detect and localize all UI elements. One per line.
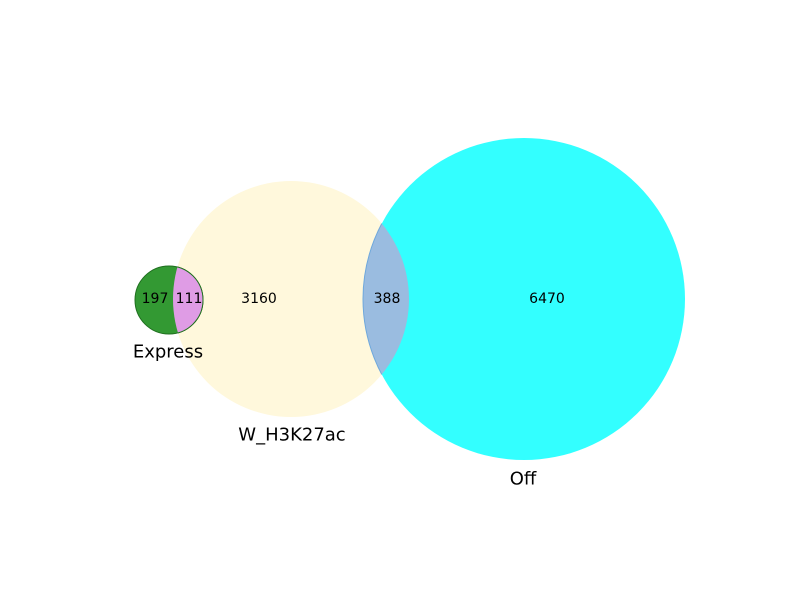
region-off-only <box>363 138 685 460</box>
overlap-outline <box>362 181 409 417</box>
region-express-w-h3k27ac-overlap <box>173 265 204 335</box>
set-label-express: Express <box>133 342 203 363</box>
count-label-off: 6470 <box>529 291 565 307</box>
count-label-express-w-h3k27ac: 111 <box>176 291 203 307</box>
count-label-express: 197 <box>142 291 169 307</box>
region-w-h3k27ac-only <box>173 181 409 417</box>
count-label-w-h3k27ac-off: 388 <box>374 291 401 307</box>
count-label-w-h3k27ac: 3160 <box>241 291 277 307</box>
set-label-off: Off <box>510 469 537 490</box>
set-label-w-h3k27ac: W_H3K27ac <box>238 425 345 446</box>
